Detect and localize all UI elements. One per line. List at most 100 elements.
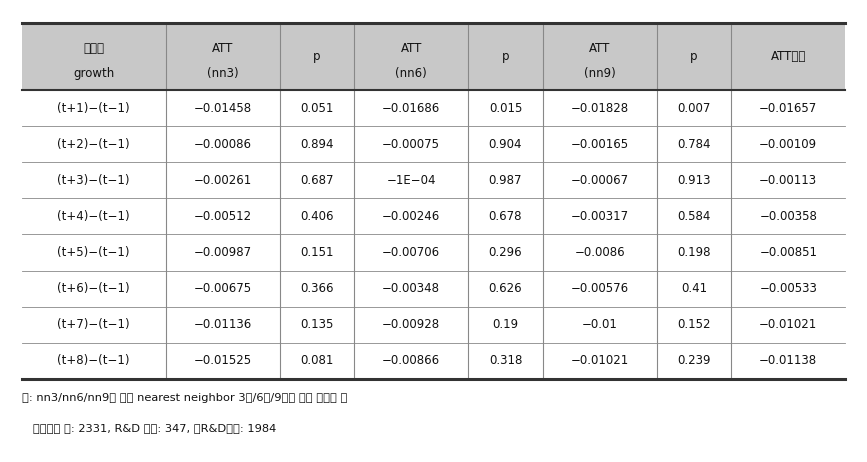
Bar [543, 307, 657, 343]
Text: 0.152: 0.152 [677, 318, 711, 331]
Bar [22, 126, 166, 162]
Bar [166, 126, 280, 162]
Text: −0.00533: −0.00533 [759, 282, 818, 295]
Text: (t+4)−(t−1): (t+4)−(t−1) [57, 210, 130, 223]
Text: 0.904: 0.904 [489, 138, 522, 151]
Bar [22, 23, 166, 90]
Text: 주: nn3/nn6/nn9는 각각 nearest neighbor 3개/6개/9개를 믐아 매칭한 것: 주: nn3/nn6/nn9는 각각 nearest neighbor 3개/6… [22, 393, 347, 403]
Text: −0.00075: −0.00075 [382, 138, 440, 151]
Text: ATT평균: ATT평균 [771, 50, 806, 63]
Bar [166, 198, 280, 235]
Bar [657, 307, 731, 343]
Text: −0.00086: −0.00086 [193, 138, 251, 151]
Bar [166, 162, 280, 198]
Bar [731, 271, 845, 307]
Bar [657, 90, 731, 126]
Text: 0.051: 0.051 [300, 102, 334, 115]
Text: −0.00348: −0.00348 [382, 282, 440, 295]
Bar [468, 23, 543, 90]
Text: −0.00675: −0.00675 [193, 282, 251, 295]
Bar [354, 271, 468, 307]
Text: −0.00317: −0.00317 [570, 210, 629, 223]
Text: −0.00165: −0.00165 [570, 138, 629, 151]
Text: −0.00928: −0.00928 [382, 318, 440, 331]
Bar [731, 162, 845, 198]
Bar [280, 198, 354, 235]
Bar [354, 23, 468, 90]
Bar [22, 343, 166, 379]
Bar [543, 235, 657, 271]
Bar [468, 90, 543, 126]
Bar [731, 198, 845, 235]
Text: (t+5)−(t−1): (t+5)−(t−1) [57, 246, 130, 259]
Bar [22, 271, 166, 307]
Bar [280, 23, 354, 90]
Bar [731, 90, 845, 126]
Bar [657, 162, 731, 198]
Text: −0.01828: −0.01828 [570, 102, 629, 115]
Bar [280, 235, 354, 271]
Bar [354, 198, 468, 235]
Bar [657, 198, 731, 235]
Text: 0.135: 0.135 [300, 318, 334, 331]
Text: 전체기업 수: 2331, R&D 기업: 347, 비R&D기업: 1984: 전체기업 수: 2331, R&D 기업: 347, 비R&D기업: 1984 [22, 423, 276, 433]
Bar [657, 23, 731, 90]
Text: ATT: ATT [212, 42, 233, 55]
Text: −0.00851: −0.00851 [759, 246, 818, 259]
Text: −0.01686: −0.01686 [382, 102, 440, 115]
Text: (nn9): (nn9) [583, 67, 616, 80]
Bar [731, 235, 845, 271]
Text: 0.894: 0.894 [300, 138, 334, 151]
Text: −0.00576: −0.00576 [570, 282, 629, 295]
Bar [166, 307, 280, 343]
Text: −0.00261: −0.00261 [193, 174, 251, 187]
Bar [543, 198, 657, 235]
Text: p: p [313, 50, 321, 63]
Text: 0.784: 0.784 [677, 138, 711, 151]
Bar [166, 90, 280, 126]
Bar [543, 271, 657, 307]
Text: −0.00067: −0.00067 [570, 174, 629, 187]
Text: −0.01525: −0.01525 [193, 354, 251, 367]
Text: growth: growth [73, 67, 114, 80]
Bar [354, 162, 468, 198]
Text: 0.19: 0.19 [492, 318, 518, 331]
Text: (t+1)−(t−1): (t+1)−(t−1) [57, 102, 130, 115]
Text: −0.00866: −0.00866 [382, 354, 440, 367]
Bar [468, 271, 543, 307]
Text: −0.00109: −0.00109 [759, 138, 818, 151]
Bar [543, 23, 657, 90]
Bar [22, 198, 166, 235]
Bar [543, 343, 657, 379]
Bar [731, 307, 845, 343]
Text: 0.296: 0.296 [489, 246, 522, 259]
Bar [354, 307, 468, 343]
Bar [22, 235, 166, 271]
Bar [354, 235, 468, 271]
Text: −0.00358: −0.00358 [759, 210, 818, 223]
Text: 0.41: 0.41 [681, 282, 707, 295]
Bar [22, 307, 166, 343]
Text: 0.151: 0.151 [300, 246, 334, 259]
Text: 0.584: 0.584 [677, 210, 711, 223]
Bar [731, 343, 845, 379]
Text: 0.366: 0.366 [300, 282, 334, 295]
Bar [280, 271, 354, 307]
Text: −0.01138: −0.01138 [759, 354, 818, 367]
Text: p: p [690, 50, 698, 63]
Text: −0.00113: −0.00113 [759, 174, 818, 187]
Text: −0.01: −0.01 [582, 318, 617, 331]
Bar [543, 126, 657, 162]
Bar [468, 126, 543, 162]
Text: 0.678: 0.678 [489, 210, 522, 223]
Bar [354, 90, 468, 126]
Bar [468, 307, 543, 343]
Bar [22, 90, 166, 126]
Bar [657, 343, 731, 379]
Bar [657, 271, 731, 307]
Text: 0.198: 0.198 [677, 246, 711, 259]
Text: p: p [502, 50, 509, 63]
Bar [468, 235, 543, 271]
Text: 0.007: 0.007 [677, 102, 711, 115]
Text: (nn6): (nn6) [395, 67, 427, 80]
